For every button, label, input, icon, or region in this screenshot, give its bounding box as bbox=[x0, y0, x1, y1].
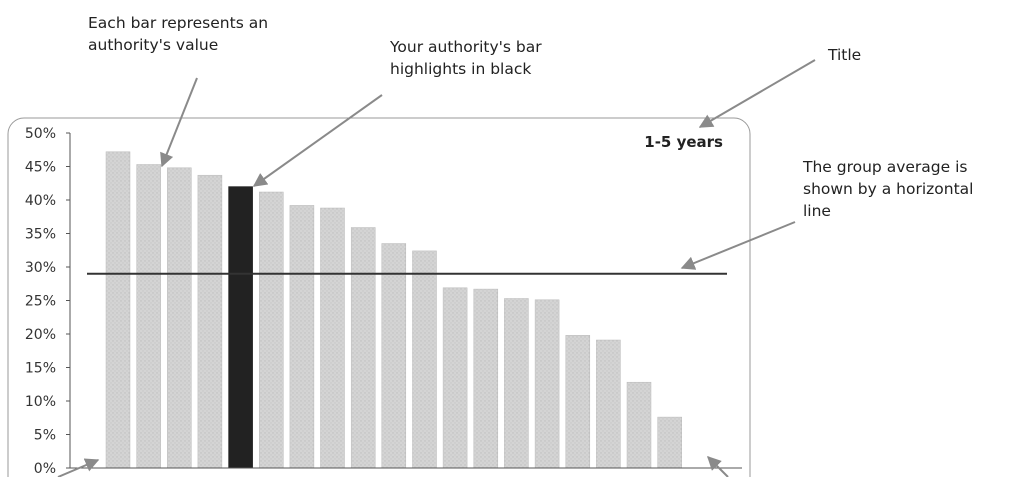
y-tick-label: 45% bbox=[25, 160, 56, 176]
arrow-bottom-right bbox=[707, 456, 729, 477]
bar bbox=[197, 174, 223, 469]
y-tick-label: 20% bbox=[25, 327, 56, 343]
arrow-to-bars bbox=[160, 77, 198, 168]
bar bbox=[565, 335, 591, 469]
highlight-annotation-line2: highlights in black bbox=[390, 60, 532, 78]
highlighted-bar bbox=[228, 186, 253, 469]
y-tick-label: 10% bbox=[25, 394, 56, 410]
y-tick-label: 25% bbox=[25, 294, 56, 310]
arrow-bottom-left bbox=[57, 458, 100, 477]
bar bbox=[381, 243, 407, 469]
y-tick-label: 35% bbox=[25, 227, 56, 243]
bar bbox=[136, 164, 161, 469]
bars-annotation: Each bar represents an authority's value bbox=[88, 12, 268, 56]
y-tick-label: 30% bbox=[25, 260, 56, 276]
bar bbox=[350, 227, 376, 469]
title-annotation: Title bbox=[828, 44, 861, 66]
y-tick-label: 5% bbox=[34, 428, 56, 444]
y-tick-label: 50% bbox=[25, 126, 56, 142]
arrow-to-title bbox=[698, 59, 816, 128]
bar bbox=[504, 298, 529, 469]
chart-frame bbox=[7, 117, 751, 477]
average-annotation: The group average is shown by a horizont… bbox=[803, 156, 974, 222]
bar bbox=[289, 205, 315, 469]
average-annotation-line1: The group average is bbox=[803, 158, 968, 176]
y-tick-label: 0% bbox=[34, 461, 56, 477]
chart-title: 1-5 years bbox=[644, 133, 723, 151]
average-annotation-line3: line bbox=[803, 202, 831, 220]
y-tick-label: 40% bbox=[25, 193, 56, 209]
y-ticks: 0% 5% 10% 15% 20% 25% 30% 35% 40% 45% 50% bbox=[25, 126, 70, 477]
bar bbox=[534, 299, 560, 469]
bars-annotation-line2: authority's value bbox=[88, 36, 219, 54]
bar bbox=[259, 191, 284, 469]
bar bbox=[626, 381, 652, 469]
bar bbox=[320, 207, 345, 469]
bar bbox=[473, 288, 499, 469]
average-annotation-line2: shown by a horizontal bbox=[803, 180, 974, 198]
bars-annotation-line1: Each bar represents an bbox=[88, 14, 269, 32]
arrow-to-highlight-bar bbox=[252, 94, 383, 187]
bar bbox=[167, 167, 192, 469]
bars-layer bbox=[105, 151, 682, 469]
bar bbox=[105, 151, 131, 469]
arrow-to-average-line bbox=[680, 221, 796, 270]
bar bbox=[596, 339, 621, 469]
bar bbox=[442, 287, 468, 469]
bar bbox=[412, 250, 437, 469]
y-tick-label: 15% bbox=[25, 361, 56, 377]
highlight-annotation-line1: Your authority's bar bbox=[390, 38, 542, 56]
bar bbox=[657, 416, 682, 469]
highlight-annotation: Your authority's bar highlights in black bbox=[390, 36, 542, 80]
title-annotation-text: Title bbox=[828, 46, 862, 64]
